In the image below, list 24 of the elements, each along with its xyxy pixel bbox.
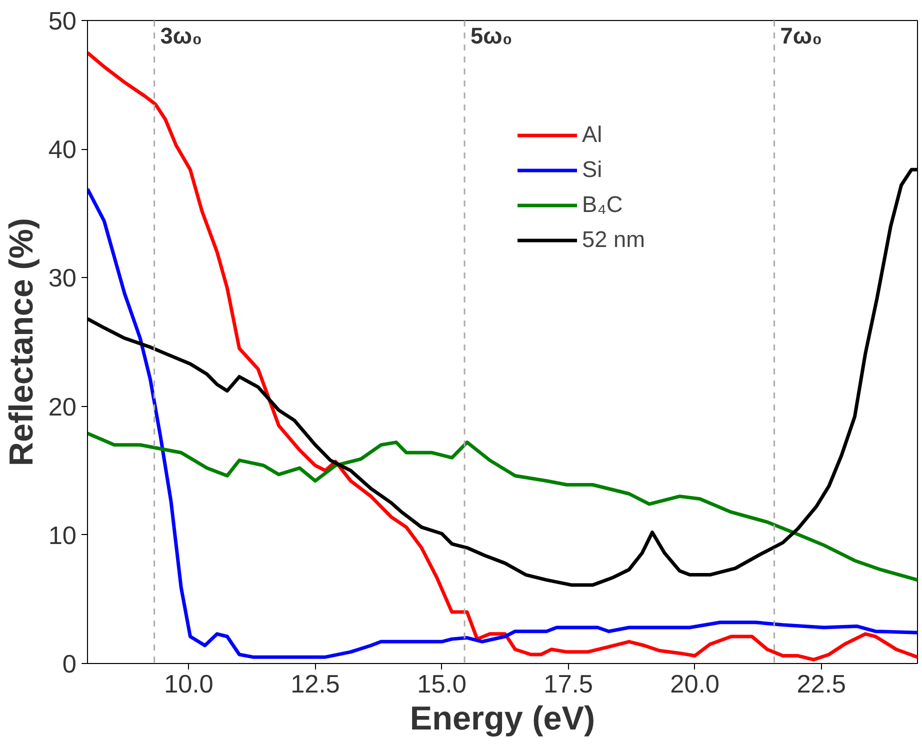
line-series	[88, 50, 918, 662]
x-tick-label: 17.5	[544, 670, 593, 698]
legend-label: 52 nm	[582, 226, 645, 253]
x-axis-title: Energy (eV)	[410, 700, 596, 738]
x-tick-label: 10.0	[164, 670, 214, 698]
ref-line-label: 3ω₀	[160, 22, 202, 48]
line-series	[88, 187, 918, 659]
y-tick-label: 40	[48, 136, 77, 164]
y-tick-label: 50	[48, 8, 77, 36]
x-tick-label: 22.5	[796, 670, 846, 698]
line-series	[88, 432, 918, 582]
legend-label: B₄C	[582, 191, 623, 218]
x-tick-label: 15.0	[417, 670, 466, 698]
x-tick-label: 12.5	[290, 670, 340, 698]
y-tick-label: 10	[48, 522, 77, 550]
ref-line-label: 5ω₀	[470, 22, 512, 48]
y-tick-label: 30	[48, 264, 77, 293]
y-axis-title: Reflectance (%)	[3, 218, 40, 466]
y-tick-label: 0	[62, 650, 77, 678]
x-tick-label: 20.0	[670, 670, 720, 698]
y-tick-label: 20	[48, 393, 77, 422]
legend-label: Si	[582, 156, 602, 183]
legend-label: Al	[582, 121, 602, 148]
ref-line-label: 7ω₀	[780, 22, 822, 48]
